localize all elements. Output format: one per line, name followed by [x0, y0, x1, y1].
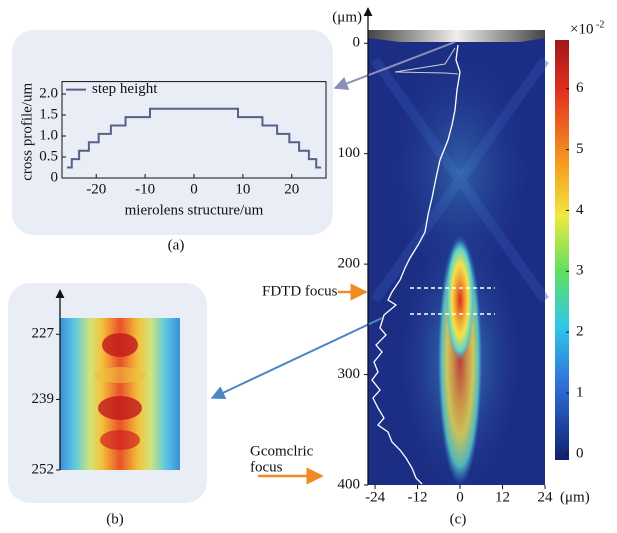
step-line — [66, 107, 322, 169]
colorbar-tick-label: 3 — [576, 263, 584, 279]
colorbar-tick-label: 1 — [576, 384, 584, 400]
y-axis-label: cross profile/um — [19, 83, 35, 181]
panel-label: (c) — [450, 511, 467, 527]
y-tick-label: 2.0 — [39, 85, 58, 101]
x-tick-label: 0 — [190, 181, 198, 197]
x-tick-label: -20 — [86, 181, 106, 197]
connector-b — [210, 317, 383, 399]
y-tick-label: 227 — [32, 326, 55, 342]
x-tick-label: -10 — [135, 181, 155, 197]
x-tick-label: 10 — [235, 181, 250, 197]
y-tick-label: 0 — [353, 35, 361, 51]
connector-a — [333, 41, 456, 91]
y-tick-label: 0.5 — [39, 148, 58, 164]
x-axis-label: mierolens structure/um — [125, 202, 264, 218]
y-tick-label: 300 — [338, 366, 361, 382]
colorbar-tick-label: 4 — [576, 202, 584, 218]
x-tick-label: -12 — [408, 489, 428, 505]
annotation: Gcomclric — [250, 443, 314, 459]
annotation: FDTD focus — [262, 283, 338, 299]
panel-label: (b) — [106, 511, 124, 527]
colorbar-tick-label: 6 — [576, 80, 584, 96]
colorbar — [555, 40, 569, 460]
y-tick-label: 1.0 — [39, 127, 58, 143]
colorbar-tick-label: 5 — [576, 141, 584, 157]
annotation: focus — [250, 459, 283, 475]
colorbar-exponent: -2 — [596, 19, 604, 30]
x-tick-label: 12 — [495, 489, 510, 505]
x-tick-label: -24 — [365, 489, 385, 505]
y-tick-label: 100 — [338, 145, 361, 161]
heatmap-b — [60, 318, 180, 470]
colorbar-tick-label: 2 — [576, 324, 584, 340]
x-tick-label: 24 — [538, 489, 554, 505]
y-tick-label: 0 — [51, 169, 59, 185]
heatmap-c — [368, 30, 550, 490]
y-tick-label: 239 — [32, 391, 55, 407]
x-unit: (μm) — [560, 489, 590, 505]
x-tick-label: 0 — [456, 489, 464, 505]
panel-label: (a) — [168, 237, 185, 253]
y-tick-label: 200 — [338, 256, 361, 272]
y-tick-label: 400 — [338, 476, 361, 492]
legend-label: step height — [92, 81, 158, 97]
y-unit: (μm) — [332, 9, 362, 25]
y-tick-label: 1.5 — [39, 106, 58, 122]
colorbar-tick-label: 0 — [576, 445, 584, 461]
colorbar-label: ×10 — [570, 21, 593, 37]
y-tick-label: 252 — [32, 461, 55, 477]
x-tick-label: 20 — [284, 181, 299, 197]
